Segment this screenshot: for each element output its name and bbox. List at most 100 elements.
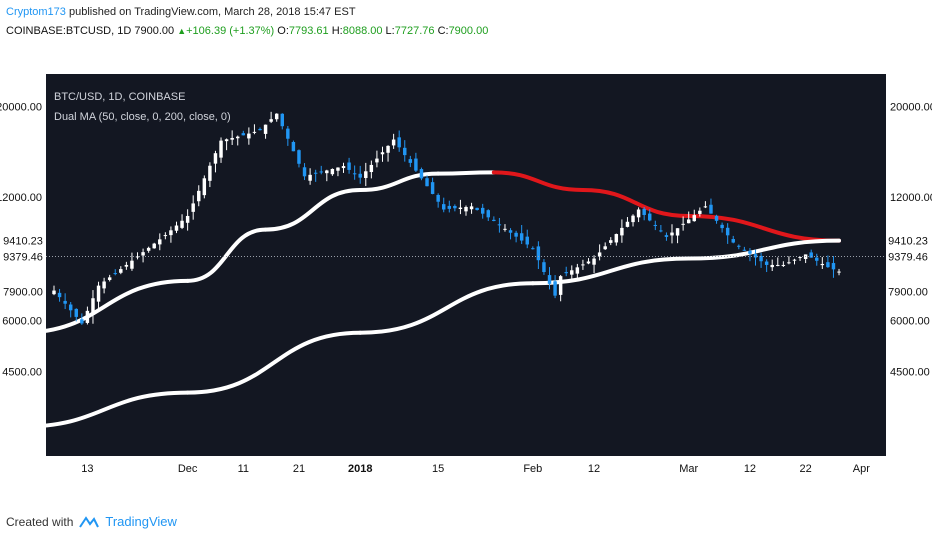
candle-body <box>297 150 301 164</box>
candle-body <box>648 213 652 221</box>
symbol-label: COINBASE:BTCUSD, 1D <box>6 25 132 37</box>
x-tick-label: 2018 <box>348 463 372 475</box>
candle-body <box>531 248 535 250</box>
candle-body <box>352 173 357 175</box>
candle-body <box>636 209 641 218</box>
up-arrow-icon: ▲ <box>177 26 187 36</box>
candle-body <box>102 281 106 289</box>
candle-body <box>709 204 713 214</box>
candle-body <box>191 203 195 212</box>
ma50-line-segment <box>491 170 585 192</box>
candle-body <box>764 261 769 265</box>
candle-body <box>759 255 763 262</box>
candle-body <box>597 252 602 257</box>
price-chart[interactable]: 20000.00 20000.00 12000.00 12000.00 6000.00 6… <box>0 70 932 490</box>
candle-body <box>781 264 786 266</box>
low-value: 7727.76 <box>394 25 435 37</box>
ma50-line-segment <box>580 187 691 218</box>
candle-body <box>219 140 223 158</box>
candle-body <box>274 113 279 120</box>
candle-body <box>85 310 90 323</box>
candle-body <box>475 207 479 211</box>
candle-body <box>547 275 552 284</box>
candle-body <box>542 262 546 273</box>
candle-body <box>469 206 474 210</box>
candle-body <box>369 164 374 173</box>
publish-text: published on TradingView.com, March 28, … <box>68 6 356 18</box>
candle-body <box>570 270 574 275</box>
price-label-box-right <box>887 248 930 265</box>
candle-body <box>68 304 73 311</box>
candle-body <box>341 166 346 169</box>
candle-body <box>698 210 702 214</box>
candle-body <box>319 171 323 173</box>
x-tick-label: 22 <box>799 463 811 475</box>
candle-body <box>63 300 67 304</box>
tradingview-logo-icon <box>79 515 100 528</box>
ma50-line-segment <box>263 187 363 232</box>
tradingview-brand[interactable]: TradingView <box>105 514 177 529</box>
x-tick-label: Apr <box>853 463 870 475</box>
candle-body <box>525 236 529 245</box>
candle-body <box>692 215 696 222</box>
plot-area[interactable] <box>46 74 886 456</box>
candle-body <box>302 167 307 177</box>
price-label-box-right <box>887 283 930 300</box>
candle-body <box>263 124 268 134</box>
candle-body <box>837 271 841 273</box>
candle-body <box>686 219 691 224</box>
price-change: +106.39 (+1.37%) <box>186 25 275 37</box>
candle-body <box>208 165 212 181</box>
y-tick-label-left: 6000.00 <box>2 315 42 327</box>
price-label-box-left <box>2 232 45 249</box>
x-tick-label: 13 <box>81 463 93 475</box>
x-tick-label: 12 <box>588 463 600 475</box>
candle-body <box>347 162 351 170</box>
footer: Created with TradingView <box>6 514 177 529</box>
candle-body <box>742 249 747 251</box>
candle-body <box>714 215 719 221</box>
high-value: 8088.00 <box>342 25 383 37</box>
candle-body <box>107 277 112 280</box>
candle-body <box>731 239 735 243</box>
candle-body <box>74 308 78 317</box>
y-tick-label-left: 4500.00 <box>2 367 42 379</box>
candle-body <box>286 128 290 139</box>
candle-body <box>447 205 452 209</box>
author-link[interactable]: Cryptom173 <box>6 6 66 18</box>
candle-body <box>586 261 591 264</box>
candle-body <box>230 137 234 140</box>
candle-body <box>508 230 513 233</box>
candle-body <box>241 133 246 136</box>
candle-body <box>659 230 663 232</box>
candle-body <box>670 232 674 236</box>
candle-body <box>625 221 630 227</box>
candle-body <box>703 206 708 208</box>
created-with-text: Created with <box>6 514 74 529</box>
ma50-line-segment <box>436 170 496 176</box>
candle-body <box>375 158 379 163</box>
candle-body <box>224 139 229 142</box>
ma200-line-segment <box>358 281 535 335</box>
price-label-right: 7900.00 <box>888 287 928 299</box>
candle-body <box>815 257 819 261</box>
x-tick-label: 21 <box>293 463 305 475</box>
candle-body <box>291 141 296 152</box>
candle-body <box>770 264 774 268</box>
y-tick-label-right: 6000.00 <box>890 315 930 327</box>
candle-body <box>124 264 129 267</box>
candle-body <box>252 131 257 133</box>
candle-body <box>436 194 440 202</box>
candle-body <box>642 208 646 215</box>
candle-body <box>330 168 335 175</box>
candle-body <box>308 174 312 181</box>
axes: 20000.00 20000.00 12000.00 12000.00 6000.00 6… <box>0 101 932 475</box>
price-label-left: 7900.00 <box>3 287 43 299</box>
candle-body <box>564 272 568 274</box>
x-tick-label: 12 <box>744 463 756 475</box>
y-tick-label-right: 20000.00 <box>890 101 932 113</box>
candle-body <box>809 252 813 258</box>
candle-body <box>536 246 541 261</box>
candle-body <box>119 269 123 273</box>
price-label-left: 9379.46 <box>3 251 43 263</box>
